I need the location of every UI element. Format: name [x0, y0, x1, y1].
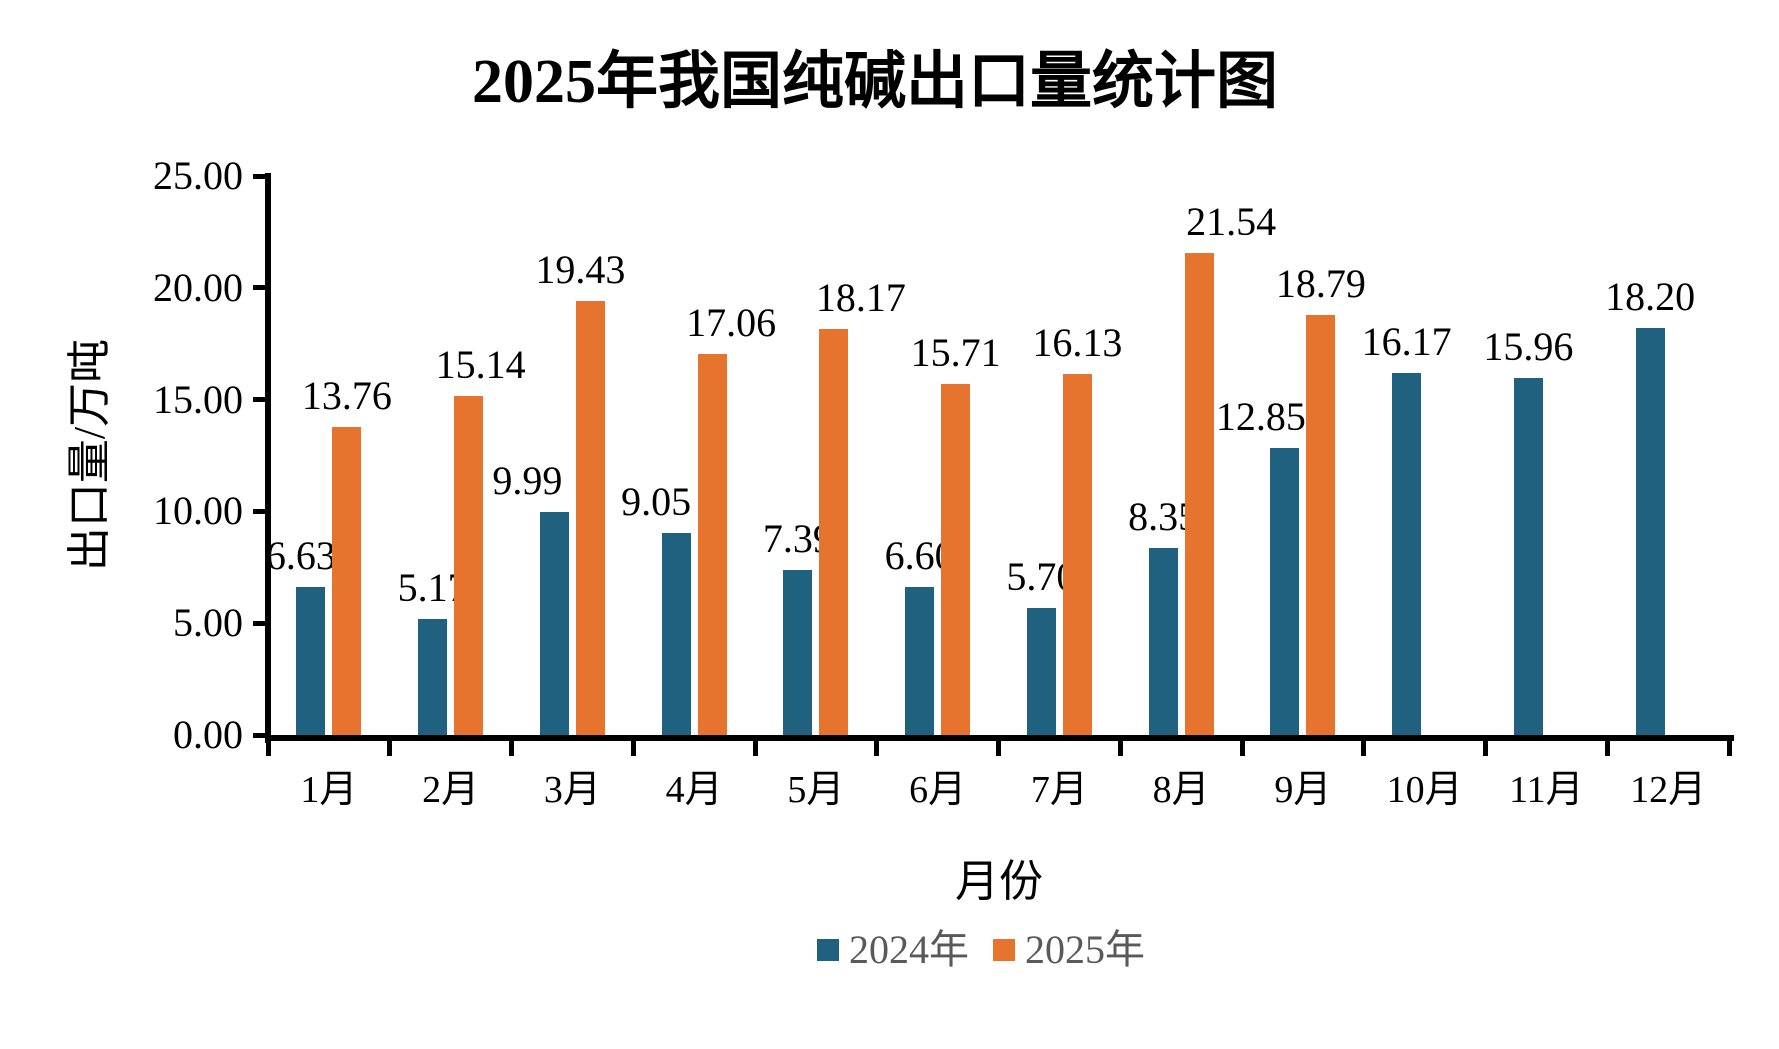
value-label-2024年-7月: 5.70	[1006, 553, 1077, 599]
x-tick	[752, 741, 758, 756]
bar-2024年-2月	[418, 619, 448, 735]
value-label-2024年-2月: 5.17	[397, 565, 468, 611]
bar-2024年-8月	[1148, 548, 1178, 735]
x-category-label: 1月	[300, 769, 358, 811]
value-label-2025年-6月: 15.71	[910, 329, 1001, 375]
y-tick-label: 15.00	[153, 376, 243, 422]
x-tick	[996, 741, 1001, 756]
bar-2025年-2月	[454, 396, 484, 735]
x-category-label: 8月	[1152, 769, 1210, 811]
bar-2024年-4月	[661, 532, 691, 735]
bar-2025年-7月	[1062, 374, 1092, 735]
x-tick	[1604, 741, 1610, 756]
y-tick	[253, 397, 266, 403]
value-label-2024年-12月: 18.20	[1605, 274, 1696, 320]
x-tick	[630, 741, 636, 756]
x-category-label: 11月	[1509, 769, 1584, 811]
chart-title: 2025年我国纯碱出口量统计图	[471, 48, 1279, 116]
x-axis-title: 月份	[955, 857, 1043, 906]
x-category-label: 12月	[1630, 769, 1707, 811]
bar-2024年-9月	[1270, 447, 1300, 735]
x-category-label: 4月	[665, 769, 723, 811]
x-category-label: 10月	[1386, 769, 1463, 811]
y-tick	[253, 508, 266, 514]
x-category-label: 6月	[909, 769, 967, 811]
bar-2024年-5月	[783, 569, 813, 735]
x-tick	[1239, 741, 1245, 756]
value-label-2025年-5月: 18.17	[815, 274, 906, 320]
bar-2025年-1月	[332, 427, 362, 735]
y-tick-label: 20.00	[153, 264, 243, 310]
y-tick-label: 5.00	[173, 600, 243, 646]
bar-2024年-6月	[905, 587, 935, 735]
value-label-2025年-9月: 18.79	[1275, 260, 1366, 306]
bar-2025年-3月	[575, 300, 605, 735]
x-tick	[387, 741, 393, 756]
bar-2025年-4月	[697, 353, 727, 735]
bar-2025年-9月	[1306, 314, 1336, 735]
y-axis-line	[265, 173, 271, 743]
y-tick	[253, 732, 266, 738]
value-label-2024年-8月: 8.35	[1128, 494, 1199, 540]
bar-2024年-1月	[296, 586, 326, 735]
bar-2024年-3月	[539, 511, 569, 735]
x-category-label: 9月	[1274, 769, 1332, 811]
value-label-2025年-8月: 21.54	[1186, 199, 1277, 245]
x-category-label: 2月	[422, 769, 480, 811]
x-tick	[1483, 741, 1488, 756]
x-tick	[1726, 741, 1732, 756]
legend-item-2025年: 2025年	[993, 928, 1145, 972]
x-category-label: 7月	[1030, 769, 1088, 811]
bar-2025年-5月	[819, 328, 849, 735]
value-label-2025年-7月: 16.13	[1032, 320, 1123, 366]
legend-label-2025年: 2025年	[1025, 927, 1145, 972]
value-label-2024年-9月: 12.85	[1215, 393, 1306, 439]
bar-2024年-11月	[1513, 378, 1543, 735]
value-label-2024年-3月: 9.99	[492, 457, 563, 503]
bar-2024年-10月	[1392, 373, 1422, 735]
x-tick	[1117, 741, 1123, 756]
y-tick-label: 0.00	[173, 712, 243, 757]
y-tick-label: 10.00	[153, 488, 243, 534]
value-label-2024年-4月: 9.05	[621, 478, 692, 524]
legend-label-2024年: 2024年	[849, 927, 969, 972]
x-tick	[874, 741, 880, 756]
x-tick	[265, 741, 271, 756]
value-label-2024年-11月: 15.96	[1483, 324, 1574, 370]
y-tick	[253, 620, 266, 626]
bar-2025年-6月	[941, 383, 971, 735]
y-tick-label: 25.00	[153, 153, 243, 198]
legend: 2024年 2025年	[817, 928, 1145, 972]
legend-swatch-2024年	[817, 939, 839, 961]
bar-2025年-8月	[1184, 253, 1214, 735]
x-category-label: 3月	[543, 769, 601, 811]
bar-2024年-12月	[1635, 328, 1665, 735]
x-category-label: 5月	[787, 769, 845, 811]
y-tick	[253, 285, 266, 291]
bar-2024年-7月	[1026, 607, 1056, 735]
value-label-2025年-1月: 13.76	[301, 373, 392, 419]
x-tick	[509, 741, 514, 756]
value-label-2024年-1月: 6.63	[265, 532, 336, 578]
x-axis-line	[265, 735, 1734, 741]
x-tick	[1361, 741, 1367, 756]
value-label-2025年-4月: 17.06	[686, 299, 777, 345]
legend-item-2024年: 2024年	[817, 928, 969, 972]
legend-swatch-2025年	[993, 939, 1015, 961]
value-label-2025年-2月: 15.14	[435, 342, 526, 388]
value-label-2025年-3月: 19.43	[535, 246, 626, 292]
value-label-2024年-10月: 16.17	[1361, 319, 1452, 365]
y-tick	[253, 173, 266, 179]
